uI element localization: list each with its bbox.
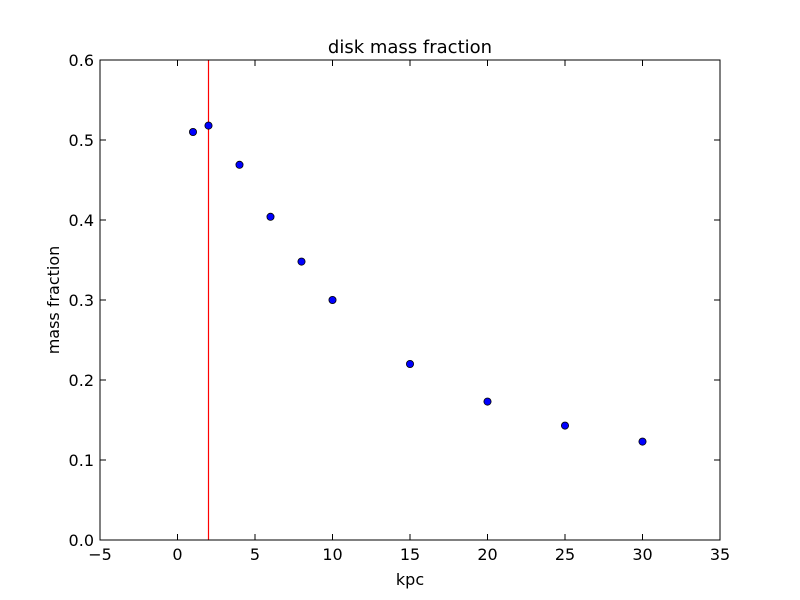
y-tick-label: 0.3 <box>69 291 94 310</box>
y-tick-label: 0.5 <box>69 131 94 150</box>
y-tick-label: 0.1 <box>69 451 94 470</box>
data-point-0-9 <box>638 437 647 446</box>
data-point-0-0 <box>188 127 197 136</box>
x-tick-label: 30 <box>632 545 652 564</box>
x-tick-label: −5 <box>88 545 112 564</box>
y-tick-label: 0.2 <box>69 371 94 390</box>
x-tick-label: 10 <box>322 545 342 564</box>
data-point-0-5 <box>328 295 337 304</box>
data-point-0-4 <box>297 257 306 266</box>
data-point-0-7 <box>483 397 492 406</box>
x-axis-label: kpc <box>396 570 424 589</box>
x-tick-label: 15 <box>400 545 420 564</box>
x-tick-label: 5 <box>250 545 260 564</box>
data-point-0-3 <box>266 212 275 221</box>
x-tick-label: 25 <box>555 545 575 564</box>
plot-frame <box>99 59 721 541</box>
x-tick-label: 35 <box>710 545 730 564</box>
x-tick-label: 20 <box>477 545 497 564</box>
data-point-0-8 <box>561 421 570 430</box>
chart-title: disk mass fraction <box>328 37 492 58</box>
y-axis-label: mass fraction <box>44 246 63 355</box>
x-tick-label: 0 <box>172 545 182 564</box>
data-point-0-6 <box>405 359 414 368</box>
y-tick-label: 0.0 <box>69 531 94 550</box>
y-tick-label: 0.4 <box>69 211 94 230</box>
data-point-0-2 <box>235 160 244 169</box>
plot-area: −5 0 5 10 15 20 25 30 35 0.0 0.1 0.2 0.3 0.4 0.5 0.6 <box>69 51 731 564</box>
y-tick-label: 0.6 <box>69 51 94 70</box>
data-point-0-1 <box>204 121 213 130</box>
